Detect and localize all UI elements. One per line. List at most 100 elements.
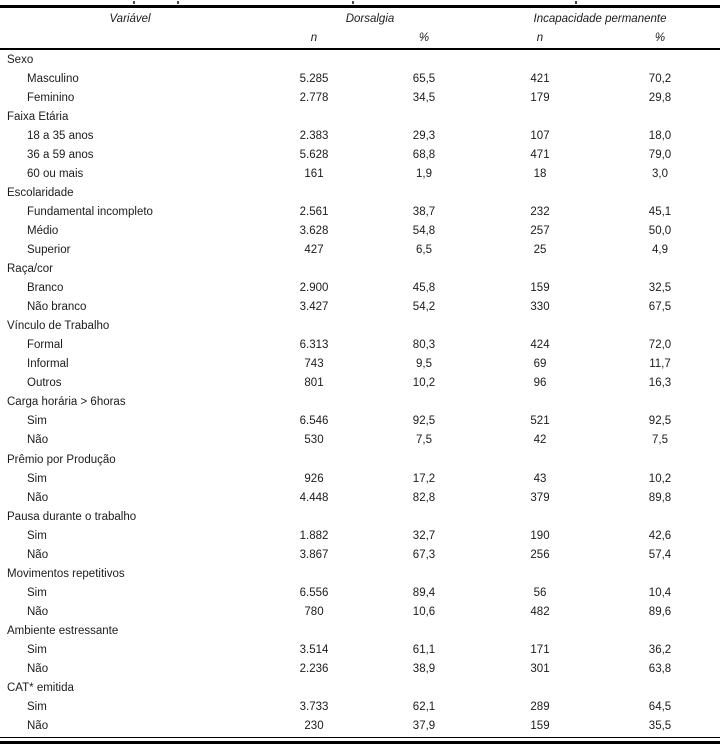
row-label: Formal: [27, 339, 63, 352]
header-variable: Variável: [109, 13, 151, 25]
row-value-p1: 67,3: [412, 548, 436, 561]
row-value-p2: 32,5: [648, 282, 672, 295]
row-value-n2: 379: [530, 491, 550, 504]
table-body: Sexo Masculino 5.285 65,5 421 70,2 Feminino 2.7…: [0, 50, 720, 736]
row-value-n2: 424: [530, 339, 550, 352]
row-value-n1: 2.561: [299, 205, 329, 218]
table-row: Não 4.448 82,8 379 89,8: [0, 488, 720, 507]
table-row: Não branco 3.427 54,2 330 67,5: [0, 298, 720, 317]
table-row: 36 a 59 anos 5.628 68,8 471 79,0: [0, 145, 720, 164]
row-value-n2: 159: [530, 720, 550, 733]
row-value-p2: 29,8: [648, 91, 672, 104]
row-value-n2: 471: [530, 148, 550, 161]
row-value-n1: 6.313: [299, 339, 329, 352]
row-label: 36 a 59 anos: [27, 148, 94, 161]
row-value-p2: 57,4: [648, 548, 672, 561]
row-value-n1: 3.427: [299, 301, 329, 314]
row-label: Não: [27, 491, 49, 504]
row-value-p2: 3,0: [652, 167, 668, 180]
row-value-p1: 89,4: [412, 586, 436, 599]
row-value-n2: 159: [530, 282, 550, 295]
row-value-p2: 45,1: [648, 205, 672, 218]
row-value-n1: 3.514: [299, 643, 329, 656]
row-value-p2: 10,2: [648, 472, 672, 485]
row-value-n1: 1.882: [299, 529, 329, 542]
row-value-n1: 5.285: [299, 72, 329, 85]
header-pct-dorsalgia: %: [418, 32, 430, 44]
section-label: Escolaridade: [7, 186, 74, 199]
row-value-n2: 25: [533, 243, 547, 256]
row-value-p1: 38,9: [412, 663, 436, 676]
row-value-n2: 96: [533, 377, 547, 390]
row-value-p2: 89,8: [648, 491, 672, 504]
table-row: Superior 427 6,5 25 4,9: [0, 240, 720, 259]
table-row: Não 230 37,9 159 35,5: [0, 717, 720, 736]
row-value-n2: 42: [533, 434, 547, 447]
row-value-p2: 92,5: [648, 415, 672, 428]
row-label: Sim: [27, 586, 47, 599]
row-value-p1: 45,8: [412, 282, 436, 295]
row-value-n1: 2.236: [299, 663, 329, 676]
cropped-caption-fragment: [177, 1, 179, 4]
row-value-p2: 64,5: [648, 701, 672, 714]
header-group-incapacidade: Incapacidade permanente: [533, 13, 667, 25]
row-label: Masculino: [27, 72, 79, 85]
table-header: Variável Dorsalgia Incapacidade permanen…: [0, 8, 720, 50]
row-value-n1: 6.546: [299, 415, 329, 428]
row-label: Não: [27, 605, 49, 618]
row-value-p2: 10,4: [648, 586, 672, 599]
row-value-p1: 7,5: [416, 434, 432, 447]
row-label: Outros: [27, 377, 62, 390]
row-value-p1: 80,3: [412, 339, 436, 352]
row-value-p1: 1,9: [416, 167, 432, 180]
row-label: Sim: [27, 701, 47, 714]
section-label: Movimentos repetitivos: [7, 567, 125, 580]
row-value-p1: 10,2: [412, 377, 436, 390]
row-label: Não: [27, 663, 49, 676]
table-row: Sim 3.514 61,1 171 36,2: [0, 640, 720, 659]
row-label: Não branco: [27, 301, 87, 314]
section-row: Carga horária > 6horas: [0, 393, 720, 412]
section-row: Sexo: [0, 50, 720, 69]
row-label: Fundamental incompleto: [27, 205, 153, 218]
table-row: Informal 743 9,5 69 11,7: [0, 355, 720, 374]
section-label: Carga horária > 6horas: [7, 396, 126, 409]
section-label: Sexo: [7, 53, 34, 66]
row-value-n2: 171: [530, 643, 550, 656]
row-value-n2: 56: [533, 586, 547, 599]
row-value-p1: 82,8: [412, 491, 436, 504]
row-value-p2: 89,6: [648, 605, 672, 618]
row-value-p1: 29,3: [412, 129, 436, 142]
row-value-n2: 256: [530, 548, 550, 561]
section-row: Prêmio por Produção: [0, 450, 720, 469]
row-label: Não: [27, 548, 49, 561]
section-row: Pausa durante o trabalho: [0, 507, 720, 526]
row-value-p1: 32,7: [412, 529, 436, 542]
section-row: Escolaridade: [0, 183, 720, 202]
row-value-n2: 257: [530, 224, 550, 237]
row-value-p1: 9,5: [416, 358, 432, 371]
row-label: Feminino: [27, 91, 75, 104]
row-value-p2: 70,2: [648, 72, 672, 85]
header-group-dorsalgia: Dorsalgia: [345, 13, 395, 25]
row-value-p2: 72,0: [648, 339, 672, 352]
row-value-n1: 801: [304, 377, 324, 390]
table-bottom-thin-rule: [0, 737, 720, 738]
row-value-n1: 530: [304, 434, 324, 447]
row-label: Informal: [27, 358, 69, 371]
row-value-n2: 107: [530, 129, 550, 142]
row-value-n1: 3.628: [299, 224, 329, 237]
row-value-n1: 926: [304, 472, 324, 485]
header-n-incapacidade: n: [536, 32, 544, 44]
section-row: CAT* emitida: [0, 679, 720, 698]
row-value-p1: 17,2: [412, 472, 436, 485]
row-value-n1: 780: [304, 605, 324, 618]
row-value-n1: 427: [304, 243, 324, 256]
table-row: 60 ou mais 161 1,9 18 3,0: [0, 164, 720, 183]
row-label: Branco: [27, 282, 64, 295]
row-label: 18 a 35 anos: [27, 129, 94, 142]
section-label: Prêmio por Produção: [7, 453, 116, 466]
header-n-dorsalgia: n: [310, 32, 318, 44]
cropped-caption-fragment: [352, 1, 354, 4]
